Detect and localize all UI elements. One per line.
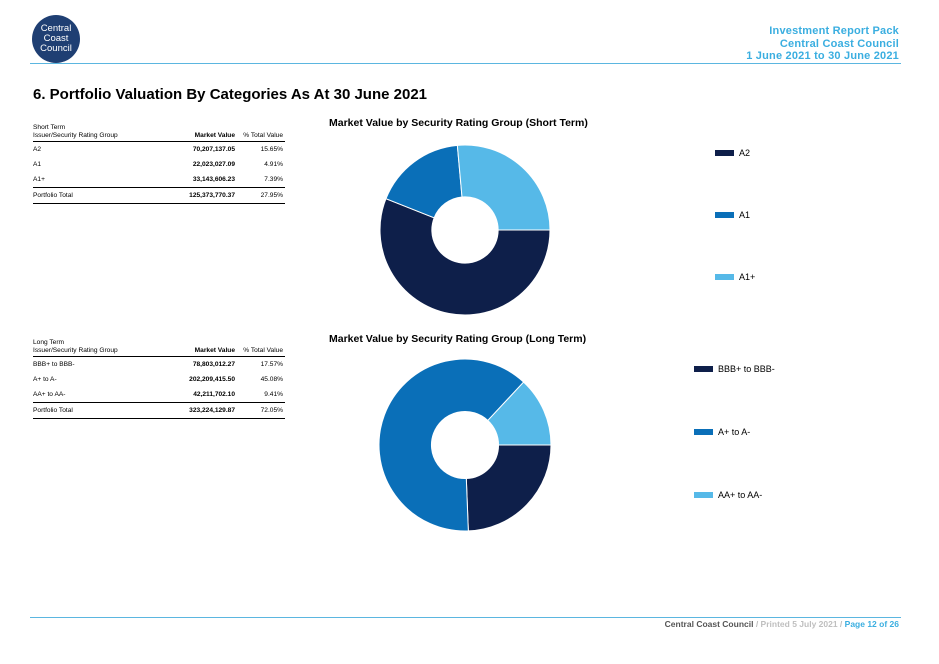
row-pct: 9.41% xyxy=(264,391,283,398)
legend-swatch xyxy=(694,429,713,435)
row-pct: 17.57% xyxy=(260,361,283,368)
donut-slice-bbb-to-bbb- xyxy=(465,444,552,532)
table-row: A1 22,023,027.09 4.91% xyxy=(33,157,285,172)
row-label: A2 xyxy=(33,146,42,153)
table-header-row: Issuer/Security Rating Group Market Valu… xyxy=(33,347,285,357)
table-header-row: Issuer/Security Rating Group Market Valu… xyxy=(33,132,285,142)
row-value: 42,211,702.10 xyxy=(193,391,235,398)
council-logo: Central Coast Council xyxy=(32,15,80,63)
table-row: AA+ to AA- 42,211,702.10 9.41% xyxy=(33,387,285,402)
legend-item: A+ to A- xyxy=(694,427,750,437)
logo-line: Council xyxy=(40,43,72,54)
footer-rule xyxy=(30,617,901,618)
legend-short-term: A2 A1 A1+ xyxy=(715,148,835,288)
total-label: Portfolio Total xyxy=(33,192,73,199)
legend-swatch xyxy=(694,366,713,372)
row-value: 78,803,012.27 xyxy=(192,361,235,368)
total-label: Portfolio Total xyxy=(33,407,73,414)
donut-slice-a2 xyxy=(379,198,551,316)
row-value: 202,209,415.50 xyxy=(189,376,235,383)
donut-slice-a-to-a- xyxy=(378,358,525,532)
legend-long-term: BBB+ to BBB- A+ to A- AA+ to AA- xyxy=(694,364,834,504)
column-header-pct: % Total Value xyxy=(243,132,283,139)
table-caption: Short Term xyxy=(33,124,66,131)
legend-item: A1 xyxy=(715,210,750,220)
row-value: 70,207,137.05 xyxy=(192,146,235,153)
row-pct: 15.65% xyxy=(260,146,283,153)
legend-label: A2 xyxy=(739,148,751,158)
page-footer: Central Coast Council / Printed 5 July 2… xyxy=(665,619,899,629)
row-label: BBB+ to BBB- xyxy=(33,361,75,368)
legend-swatch xyxy=(715,150,734,156)
footer-page-number: Page 12 of 26 xyxy=(844,619,899,629)
header-line-2: Central Coast Council xyxy=(779,37,899,50)
legend-swatch xyxy=(715,212,734,218)
header-line-3: 1 June 2021 to 30 June 2021 xyxy=(746,50,899,62)
row-label: A1 xyxy=(33,161,42,168)
total-pct: 27.95% xyxy=(260,192,283,199)
table-row: A1+ 33,143,606.23 7.39% xyxy=(33,172,285,187)
logo-line: Central xyxy=(40,23,72,34)
legend-item: BBB+ to BBB- xyxy=(694,364,775,374)
logo-line: Coast xyxy=(43,33,69,44)
footer-org: Central Coast Council xyxy=(664,619,754,629)
legend-item: AA+ to AA- xyxy=(694,490,762,500)
donut-chart-short-term xyxy=(379,144,551,316)
row-pct: 45.08% xyxy=(260,376,283,383)
legend-label: A1+ xyxy=(739,272,756,282)
row-value: 33,143,606.23 xyxy=(192,176,235,183)
legend-label: AA+ to AA- xyxy=(718,490,763,500)
long-term-table: Long Term Issuer/Security Rating Group M… xyxy=(33,339,285,419)
header-line-1: Investment Report Pack xyxy=(769,25,899,37)
table-row: BBB+ to BBB- 78,803,012.27 17.57% xyxy=(33,357,285,372)
legend-swatch xyxy=(715,274,734,280)
total-value: 125,373,770.37 xyxy=(189,192,235,199)
row-label: AA+ to AA- xyxy=(33,391,66,398)
table-row: A+ to A- 202,209,415.50 45.08% xyxy=(33,372,285,387)
legend-item: A2 xyxy=(715,148,750,158)
chart-title-long-term: Market Value by Security Rating Group (L… xyxy=(329,333,587,345)
page-title: 6. Portfolio Valuation By Categories As … xyxy=(33,86,428,103)
legend-label: A+ to A- xyxy=(718,427,751,437)
report-header: Investment Report Pack Central Coast Cou… xyxy=(746,25,899,63)
legend-label: A1 xyxy=(739,210,751,220)
chart-title-short-term: Market Value by Security Rating Group (S… xyxy=(329,117,588,129)
header-rule xyxy=(30,63,901,64)
donut-chart-long-term xyxy=(378,358,552,532)
legend-label: BBB+ to BBB- xyxy=(718,364,775,374)
legend-swatch xyxy=(694,492,713,498)
row-pct: 7.39% xyxy=(264,176,283,183)
short-term-table: Short Term Issuer/Security Rating Group … xyxy=(33,124,285,204)
total-value: 323,224,129.87 xyxy=(189,407,235,414)
donut-slice-a1- xyxy=(456,144,551,231)
donut-slice-a1 xyxy=(385,144,463,219)
total-pct: 72.05% xyxy=(260,407,283,414)
column-header-pct: % Total Value xyxy=(243,347,283,354)
table-total-row: Portfolio Total 125,373,770.37 27.95% xyxy=(33,187,285,204)
legend-item: A1+ xyxy=(715,272,755,282)
row-pct: 4.91% xyxy=(264,161,283,168)
donut-slice-aa-to-aa- xyxy=(487,381,552,446)
column-header-market-value: Market Value xyxy=(194,132,235,139)
table-row: A2 70,207,137.05 15.65% xyxy=(33,142,285,157)
row-label: A+ to A- xyxy=(33,376,57,383)
table-total-row: Portfolio Total 323,224,129.87 72.05% xyxy=(33,402,285,419)
footer-printed: / Printed 5 July 2021 / xyxy=(753,619,845,629)
column-header-group: Issuer/Security Rating Group xyxy=(33,132,118,139)
column-header-market-value: Market Value xyxy=(194,347,235,354)
row-value: 22,023,027.09 xyxy=(192,161,235,168)
table-caption: Long Term xyxy=(33,339,65,346)
column-header-group: Issuer/Security Rating Group xyxy=(33,347,118,354)
row-label: A1+ xyxy=(33,176,45,183)
